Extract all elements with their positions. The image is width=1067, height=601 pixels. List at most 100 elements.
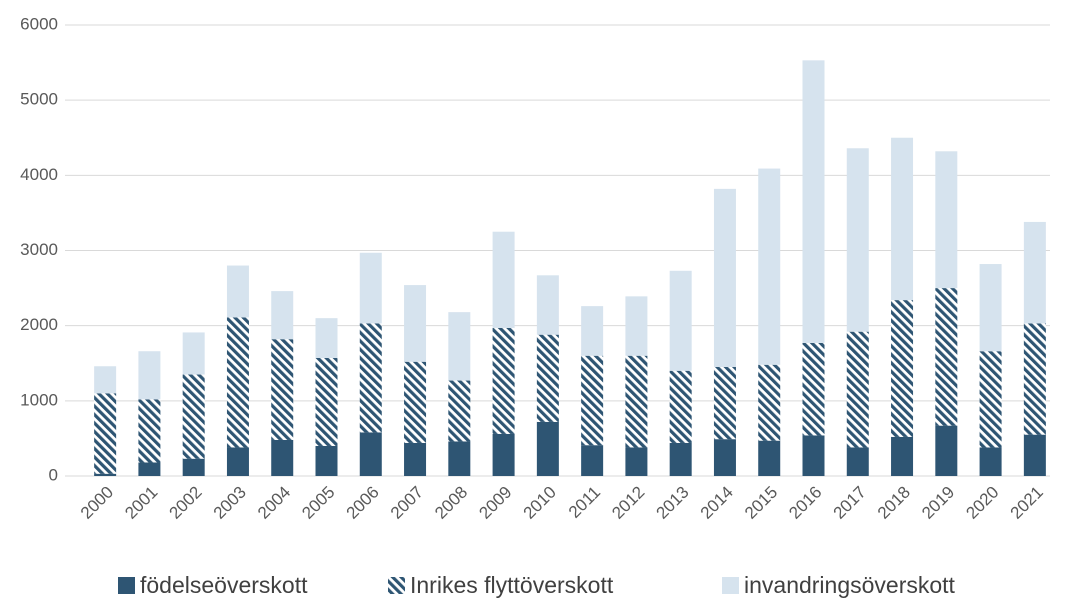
bar-segment <box>94 366 117 394</box>
bar-segment <box>315 318 338 358</box>
x-tick-label: 2009 <box>475 483 515 523</box>
bar-segment <box>802 342 825 436</box>
y-tick-label: 1000 <box>20 390 58 409</box>
legend-label: invandringsöverskott <box>744 572 956 598</box>
legend-swatch <box>118 577 135 594</box>
bar-segment <box>359 252 382 324</box>
bar-segment <box>492 231 515 328</box>
bar-segment <box>182 374 205 459</box>
x-tick-label: 2001 <box>121 483 161 523</box>
x-tick-label: 2016 <box>785 483 825 523</box>
bar-segment <box>1023 434 1046 476</box>
x-tick-label: 2007 <box>387 483 427 523</box>
bar-segment <box>846 447 869 476</box>
bar-segment <box>138 351 161 400</box>
bar-segment <box>846 331 869 448</box>
bar-segment <box>448 312 471 381</box>
bar-segment <box>1023 323 1046 435</box>
legend-swatch <box>388 577 405 594</box>
bar-segment <box>758 364 781 441</box>
bar-segment <box>891 436 914 476</box>
bar-segment <box>315 357 338 446</box>
legend-label: födelseöverskott <box>140 572 308 598</box>
bar-segment <box>536 275 559 335</box>
bar-segment <box>315 445 338 476</box>
y-tick-label: 4000 <box>20 165 58 184</box>
x-tick-label: 2012 <box>608 483 648 523</box>
bar-segment <box>182 332 205 375</box>
bar-segment <box>448 441 471 476</box>
x-tick-label: 2002 <box>165 483 205 523</box>
bar-segment <box>226 447 249 476</box>
x-tick-label: 2006 <box>343 483 383 523</box>
bar-segment <box>536 421 559 476</box>
x-tick-label: 2017 <box>830 483 870 523</box>
bar-segment <box>625 447 648 476</box>
bar-segment <box>581 445 604 476</box>
bar-segment <box>492 433 515 476</box>
bar-segment <box>581 355 604 446</box>
x-tick-label: 2004 <box>254 483 294 523</box>
bar-segment <box>935 151 958 289</box>
x-tick-label: 2014 <box>697 483 737 523</box>
bar-segment <box>979 351 1002 448</box>
bar-segment <box>1023 221 1046 324</box>
x-tick-label: 2000 <box>77 483 117 523</box>
legend-label: Inrikes flyttöverskott <box>410 572 614 598</box>
x-tick-label: 2010 <box>520 483 560 523</box>
bar-segment <box>935 288 958 426</box>
bar-segment <box>138 399 161 463</box>
legend-swatch <box>722 577 739 594</box>
bar-segment <box>94 473 117 476</box>
bar-segment <box>935 425 958 476</box>
bar-segment <box>802 435 825 476</box>
bar-segment <box>271 339 294 440</box>
bar-segment <box>226 265 249 318</box>
bar-segment <box>404 442 427 476</box>
x-tick-label: 2005 <box>298 483 338 523</box>
bar-segment <box>891 300 914 437</box>
x-tick-label: 2021 <box>1007 483 1047 523</box>
x-tick-label: 2018 <box>874 483 914 523</box>
bar-segment <box>404 361 427 443</box>
bar-segment <box>758 168 781 365</box>
y-tick-label: 6000 <box>20 14 58 33</box>
x-tick-label: 2003 <box>210 483 250 523</box>
bar-segment <box>359 323 382 433</box>
bar-segment <box>94 393 117 474</box>
bar-segment <box>536 334 559 422</box>
bar-segment <box>404 285 427 362</box>
bar-segment <box>359 432 382 476</box>
bar-segment <box>713 367 736 440</box>
x-tick-label: 2019 <box>918 483 958 523</box>
bar-segment <box>669 270 692 371</box>
y-tick-label: 5000 <box>20 90 58 109</box>
bar-segment <box>713 188 736 368</box>
bar-segment <box>138 462 161 476</box>
y-tick-label: 0 <box>49 465 58 484</box>
bar-segment <box>271 439 294 476</box>
x-tick-label: 2011 <box>565 483 604 522</box>
bar-segment <box>625 355 648 448</box>
y-tick-label: 3000 <box>20 240 58 259</box>
x-tick-label: 2008 <box>431 483 471 523</box>
bar-segment <box>713 439 736 476</box>
bar-segment <box>271 291 294 340</box>
bar-segment <box>492 327 515 434</box>
bar-segment <box>625 296 648 356</box>
bar-segment <box>846 148 869 332</box>
bar-segment <box>448 380 471 442</box>
bar-segment <box>979 264 1002 352</box>
bar-segment <box>802 60 825 343</box>
bar-segment <box>669 442 692 476</box>
x-tick-label: 2020 <box>962 483 1002 523</box>
bar-segment <box>669 370 692 443</box>
bar-segment <box>226 317 249 448</box>
bar-segment <box>891 137 914 301</box>
bar-segment <box>182 458 205 476</box>
bar-segment <box>979 447 1002 476</box>
bar-segment <box>581 306 604 356</box>
bar-segment <box>758 440 781 476</box>
x-tick-label: 2013 <box>652 483 692 523</box>
